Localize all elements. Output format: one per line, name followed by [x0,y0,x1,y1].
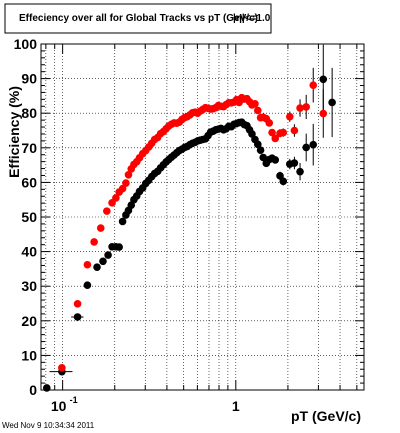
y-tick-label: 90 [21,71,37,87]
eta-cut-label: |η|<=1.0 [233,13,271,24]
data-point [124,170,133,179]
data-point [276,172,284,180]
x-tick-label: 1 [232,398,240,414]
data-point [99,257,107,266]
series-black [42,44,336,392]
data-point [279,128,288,137]
x-tick-labels: 10 -1 1 [51,395,240,414]
data-point [279,177,288,186]
data-point [319,109,328,118]
y-tick-label: 40 [21,244,37,260]
data-point [83,281,92,289]
data-point [319,75,328,84]
data-point [259,153,268,162]
data-point [290,159,299,167]
data-point [104,251,112,259]
y-tick-label: 0 [29,382,37,398]
data-point [251,100,259,108]
chart-title: Effeciency over all for Global Tracks vs… [19,13,258,24]
y-tick-label: 100 [14,36,38,52]
y-tick-label: 20 [21,313,37,329]
data-point [309,81,318,89]
y-tick-label: 50 [21,209,37,225]
data-point [115,243,123,251]
data-point [90,238,98,246]
data-point [265,119,274,127]
data-point [42,384,51,392]
data-point [118,184,127,193]
grid-lines [41,44,364,390]
data-point [73,300,82,308]
data-point [118,217,127,226]
axis-ticks [41,43,364,391]
data-point [302,143,310,152]
data-point [254,140,262,149]
data-point [83,260,92,269]
plot-area [40,43,365,392]
x-axis-title: pT (GeV/c) [291,408,361,424]
data-point [296,104,304,112]
data-point [58,364,66,372]
y-tick-label: 10 [21,347,37,363]
data-point [112,194,120,202]
y-axis-title: Efficiency (%) [6,86,22,178]
data-point [73,313,82,321]
data-point [268,128,276,137]
data-point [290,126,299,135]
data-point [296,167,304,176]
data-point [285,112,294,121]
title-box-frame [4,3,272,34]
y-tick-labels: 0 10 20 30 40 50 60 70 80 90 100 [14,36,38,398]
data-point [122,179,130,187]
plot-frame [40,43,365,391]
data-point [271,134,280,143]
data-point [96,224,105,232]
data-point [93,263,101,271]
series-red [58,67,328,372]
x-tick-label: 10 [51,398,67,414]
y-tick-label: 60 [21,174,37,190]
x-tick-exponent: -1 [70,395,78,405]
data-point [271,156,280,164]
data-point [103,207,111,215]
y-tick-label: 70 [21,140,37,156]
y-tick-label: 80 [21,105,37,121]
datestamp: Wed Nov 9 10:34:34 2011 [2,421,95,430]
data-point [256,146,265,155]
y-tick-label: 30 [21,278,37,294]
title-box: Effeciency over all for Global Tracks vs… [4,3,272,34]
data-point [254,106,262,115]
data-point [328,98,336,107]
data-point [309,140,318,149]
data-point [302,103,310,111]
